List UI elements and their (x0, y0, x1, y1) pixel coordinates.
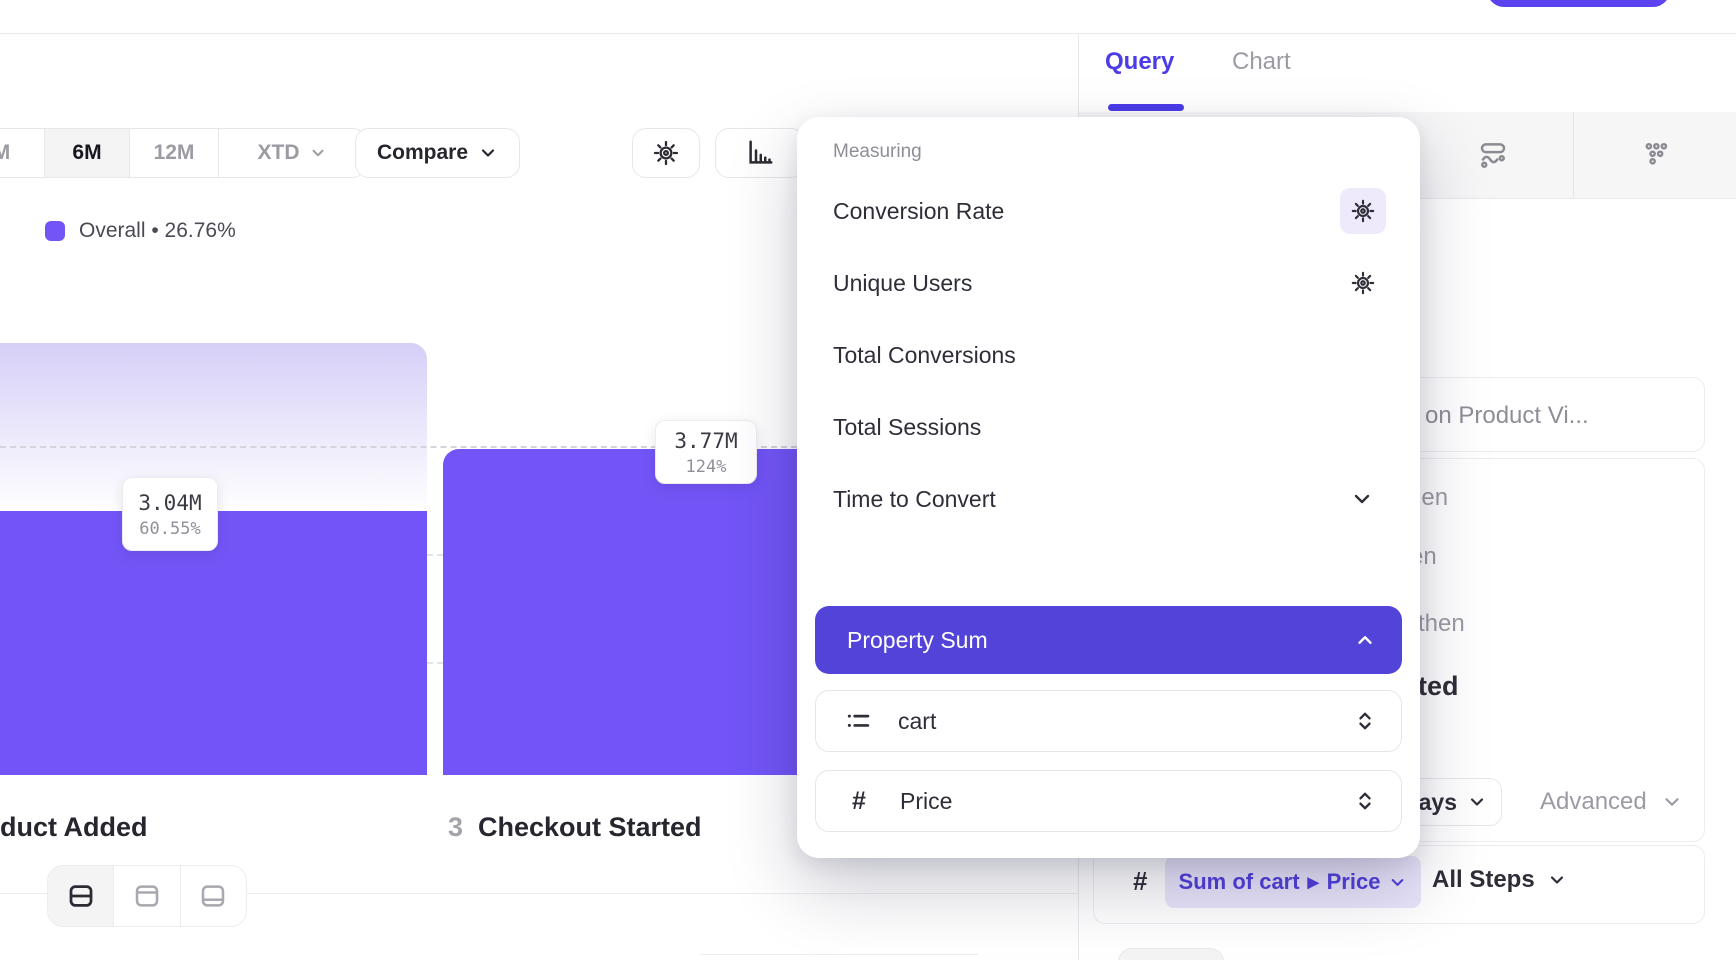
menu-item-label: Total Sessions (833, 413, 982, 440)
hash-icon: # (852, 786, 866, 815)
chevron-down-icon (1661, 791, 1683, 813)
axis-divider (0, 893, 1078, 894)
all-steps-dropdown[interactable]: All Steps (1432, 866, 1567, 894)
chevron-down-icon (1467, 792, 1487, 812)
time-range-label: M (0, 141, 10, 165)
property-event-select[interactable]: cart (815, 690, 1402, 752)
advanced-dropdown[interactable]: Advanced (1540, 788, 1683, 816)
time-range-label: XTD (257, 141, 300, 164)
step-name-text: ted (1418, 671, 1459, 701)
property-name-value: Price (900, 787, 953, 814)
advanced-label: Advanced (1540, 788, 1647, 815)
next-section-control[interactable] (1118, 948, 1224, 960)
toolbar-divider (1573, 112, 1574, 198)
chart-type-button[interactable] (715, 128, 805, 178)
list-icon (844, 707, 872, 735)
menu-item-unique-users[interactable]: Unique Users (797, 259, 1420, 307)
measuring-dropdown: Measuring Conversion Rate Unique Users T… (797, 117, 1420, 858)
legend: Overall • 26.76% (45, 219, 236, 243)
bar-percent: 60.55% (139, 518, 201, 539)
layout-footer-icon (198, 881, 228, 911)
funnel-bar-product-added[interactable] (0, 511, 427, 775)
menu-item-property-sum-selected[interactable]: Property Sum (815, 606, 1402, 674)
layout-split-icon (66, 881, 96, 911)
compare-label: Compare (376, 141, 469, 164)
menu-item-label: Property Sum (847, 626, 988, 653)
primary-action-button[interactable] (1487, 0, 1670, 7)
menu-item-label: Conversion Rate (833, 197, 1005, 224)
legend-label: Overall • 26.76% (79, 219, 236, 242)
chevron-down-icon (1388, 873, 1407, 892)
all-steps-label: All Steps (1432, 866, 1535, 893)
property-event-value: cart (898, 707, 937, 734)
section-divider (700, 954, 978, 955)
stepper-icon[interactable] (1353, 789, 1377, 813)
gridline-dash (427, 662, 443, 664)
sum-of-cart-price-chip[interactable]: Sum of cart ▸ Price (1165, 856, 1421, 908)
chart-settings-button[interactable] (632, 128, 700, 178)
top-bar (0, 0, 1736, 34)
menu-item-time-to-convert[interactable]: Time to Convert (797, 475, 1420, 523)
time-range-6m[interactable]: 6M (45, 129, 130, 177)
chip-text-right: Price (1326, 869, 1381, 894)
numeric-property-icon: # (1133, 866, 1148, 896)
property-name-select[interactable]: # Price (815, 770, 1402, 832)
time-range-label: 12M (153, 141, 195, 164)
time-range-selector: M 6M 12M XTD (0, 128, 366, 178)
layout-header-icon (132, 881, 162, 911)
gear-icon[interactable] (1340, 260, 1386, 306)
time-range-xtd[interactable]: XTD (219, 129, 365, 177)
apps-grid-button[interactable] (1642, 140, 1672, 170)
legend-swatch (45, 221, 65, 241)
step-connector-text: then (1418, 610, 1465, 637)
layout-header-button[interactable] (114, 866, 181, 926)
menu-title: Measuring (833, 141, 922, 162)
active-tab-indicator (1108, 104, 1184, 111)
step-label-product-added: duct Added (0, 812, 148, 842)
reference-dashed-line (0, 446, 797, 448)
chevron-down-icon (478, 143, 498, 163)
gear-icon (652, 139, 680, 167)
bar-value: 3.04M (138, 490, 202, 515)
chip-text-left: Sum of cart (1178, 869, 1300, 894)
menu-item-label: Time to Convert (833, 485, 996, 512)
chevron-down-icon (309, 144, 327, 162)
gridline-dash (427, 554, 443, 556)
menu-item-label: Unique Users (833, 269, 973, 296)
time-range-12m[interactable]: 12M (130, 129, 219, 177)
bar-value-tooltip: 3.77M 124% (655, 420, 757, 484)
flow-view-button[interactable] (1478, 140, 1508, 170)
step-label-checkout-started: Checkout Started (478, 812, 702, 842)
bar-value: 3.77M (674, 428, 738, 453)
stepper-icon[interactable] (1353, 709, 1377, 733)
time-range-label: 6M (72, 141, 102, 164)
tab-query[interactable]: Query (1105, 48, 1175, 75)
layout-footer-button[interactable] (181, 866, 246, 926)
chevron-down-icon (1350, 487, 1374, 511)
step-number: 3 (448, 812, 464, 842)
bar-value-tooltip: 3.04M 60.55% (122, 477, 218, 551)
menu-item-total-sessions[interactable]: Total Sessions (797, 403, 1420, 451)
measured-on-text: on Product Vi... (1425, 402, 1589, 429)
chevron-up-icon (1354, 629, 1376, 651)
breakdown-layout-selector (47, 865, 247, 927)
gear-icon[interactable] (1340, 188, 1386, 234)
tab-chart[interactable]: Chart (1232, 48, 1291, 75)
layout-split-middle-button[interactable] (48, 866, 115, 926)
chevron-down-icon (1547, 870, 1567, 890)
menu-item-conversion-rate[interactable]: Conversion Rate (797, 187, 1420, 235)
chip-arrow: ▸ (1307, 869, 1319, 894)
menu-item-total-conversions[interactable]: Total Conversions (797, 331, 1420, 379)
bar-percent: 124% (685, 456, 727, 477)
menu-item-label: Total Conversions (833, 341, 1016, 368)
compare-button[interactable]: Compare (355, 128, 520, 178)
bar-chart-icon (745, 138, 775, 168)
time-range-1m[interactable]: M (0, 129, 45, 177)
